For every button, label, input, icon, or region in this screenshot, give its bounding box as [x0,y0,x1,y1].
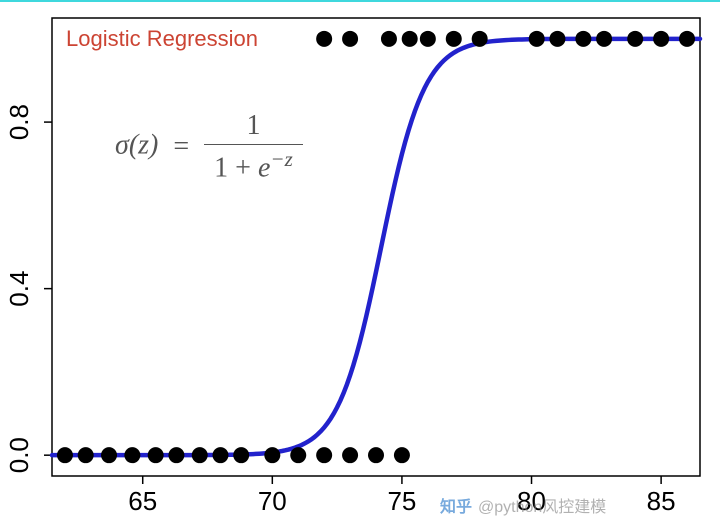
data-point-one [549,31,565,47]
data-point-one [627,31,643,47]
data-point-zero [57,447,73,463]
sigmoid-formula: σ(z) = 1 1 + e−z [115,110,303,184]
chart-container: 65707580850.00.40.8 Logistic Regression … [0,0,720,529]
data-point-zero [212,447,228,463]
data-point-zero [148,447,164,463]
data-point-zero [394,447,410,463]
data-point-one [381,31,397,47]
y-tick-label: 0.0 [4,437,34,473]
x-tick-label: 75 [387,486,416,516]
fraction: 1 1 + e−z [204,110,303,184]
numerator: 1 [204,110,303,144]
data-point-one [679,31,695,47]
zhihu-logo: 知乎 [440,493,472,517]
data-point-zero [342,447,358,463]
data-point-one [402,31,418,47]
chart-title: Logistic Regression [66,26,258,52]
data-point-one [446,31,462,47]
y-tick-label: 0.8 [4,104,34,140]
data-point-zero [192,447,208,463]
x-tick-label: 65 [128,486,157,516]
data-point-one [529,31,545,47]
data-point-one [596,31,612,47]
data-point-one [420,31,436,47]
data-point-one [316,31,332,47]
data-point-one [575,31,591,47]
equals-sign: = [173,131,189,163]
x-tick-label: 70 [258,486,287,516]
x-tick-label: 85 [647,486,676,516]
data-point-zero [124,447,140,463]
data-point-one [653,31,669,47]
data-point-zero [316,447,332,463]
data-point-zero [368,447,384,463]
data-point-zero [264,447,280,463]
data-point-zero [233,447,249,463]
sigma-symbol: σ [115,130,129,161]
denominator: 1 + e−z [204,145,303,184]
data-point-one [472,31,488,47]
data-point-zero [101,447,117,463]
data-point-zero [168,447,184,463]
y-tick-label: 0.4 [4,271,34,307]
logistic-chart-svg: 65707580850.00.40.8 [0,0,720,529]
data-point-zero [290,447,306,463]
watermark-author: @python风控建模 [478,493,606,517]
data-point-zero [78,447,94,463]
z-variable: z [138,130,149,161]
data-point-one [342,31,358,47]
